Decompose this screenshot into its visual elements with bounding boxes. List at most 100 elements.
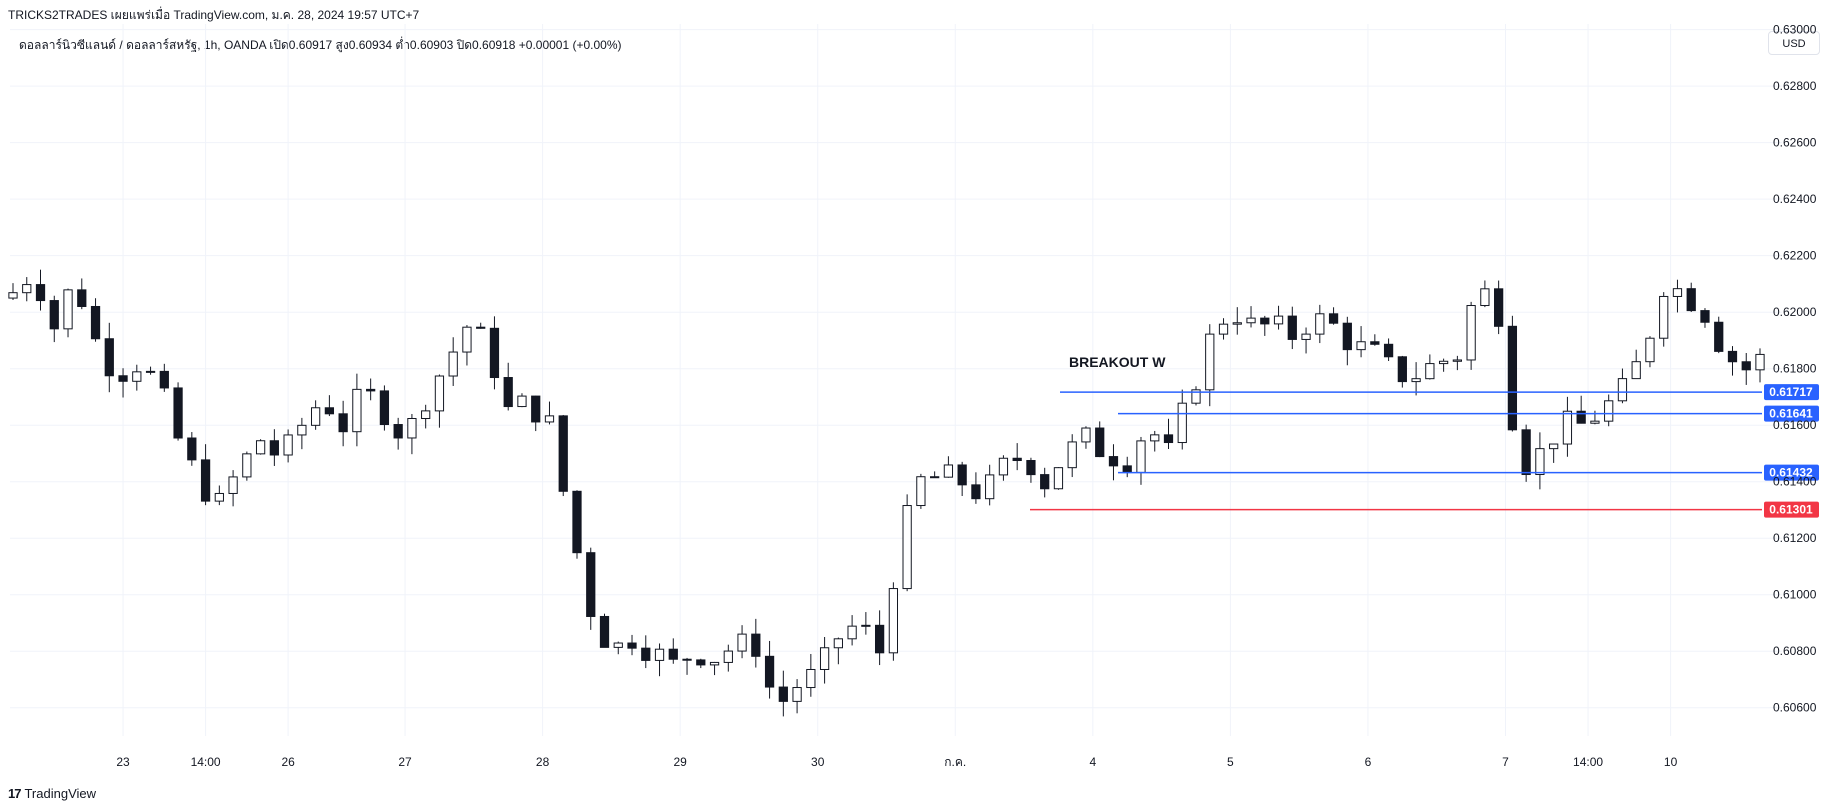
candle-116 — [1604, 394, 1614, 427]
candle-body-94 — [1301, 333, 1311, 340]
candle-body-95 — [1315, 313, 1325, 335]
candle-body-0 — [8, 292, 18, 299]
candle-114 — [1576, 395, 1586, 424]
candle-body-48 — [668, 648, 678, 660]
candle-10 — [145, 366, 156, 375]
candle-body-117 — [1617, 378, 1628, 402]
x-axis[interactable]: 23 14:00 26 27 28 29 30 ก.ค. 4 5 6 7 14:00 10 — [116, 755, 1677, 769]
candle-113 — [1562, 396, 1573, 457]
candle-body-64 — [888, 588, 899, 654]
candle-98 — [1356, 326, 1366, 358]
candle-69 — [957, 461, 967, 496]
tradingview-footer[interactable]: 17 TradingView — [8, 786, 96, 801]
candle-body-100 — [1383, 343, 1394, 358]
x-tick-label-9: 5 — [1227, 755, 1234, 769]
candle-body-49 — [682, 658, 692, 661]
candle-body-30 — [421, 410, 431, 420]
candle-body-19 — [269, 440, 279, 456]
y-tick-label-0.62800: 0.62800 — [1773, 79, 1817, 93]
y-tick-label-0.60600: 0.60600 — [1773, 701, 1817, 715]
candle-body-7 — [104, 338, 114, 377]
candle-body-52 — [723, 650, 733, 663]
candle-body-41 — [572, 490, 582, 554]
candle-body-106 — [1466, 305, 1476, 361]
candle-85 — [1177, 389, 1187, 450]
candle-body-22 — [311, 407, 321, 426]
y-tick-label-0.61600: 0.61600 — [1773, 418, 1817, 432]
candle-127 — [1755, 348, 1765, 383]
candle-body-123 — [1700, 310, 1710, 323]
candle-78 — [1081, 426, 1091, 449]
candle-body-86 — [1191, 389, 1201, 404]
candle-91 — [1260, 315, 1270, 336]
candle-107 — [1480, 280, 1490, 308]
candle-body-120 — [1659, 295, 1669, 339]
candle-body-4 — [63, 289, 73, 330]
candle-body-34 — [476, 326, 486, 329]
candle-body-109 — [1507, 325, 1518, 431]
candle-72 — [998, 455, 1009, 481]
candle-body-103 — [1425, 363, 1435, 380]
candle-body-83 — [1150, 434, 1160, 442]
candle-125 — [1727, 346, 1738, 376]
candle-body-84 — [1163, 434, 1174, 444]
candle-body-29 — [407, 418, 417, 439]
candle-body-126 — [1741, 361, 1751, 371]
candle-7 — [104, 322, 114, 393]
candle-body-87 — [1205, 333, 1215, 391]
candle-31 — [434, 374, 445, 428]
candle-body-60 — [833, 638, 843, 649]
candle-body-121 — [1672, 288, 1683, 297]
candle-104 — [1438, 358, 1449, 372]
candle-body-47 — [654, 648, 665, 661]
candle-36 — [503, 362, 513, 411]
candle-76 — [1053, 467, 1064, 490]
candle-39 — [544, 401, 555, 425]
candle-65 — [902, 494, 912, 592]
candle-94 — [1301, 327, 1311, 354]
candle-body-99 — [1370, 341, 1380, 345]
candle-body-2 — [35, 284, 46, 302]
y-axis[interactable]: 0.60600 0.60800 0.61000 0.61200 0.61400 0.616… — [1773, 23, 1817, 715]
candle-body-21 — [297, 424, 307, 436]
x-tick-label-1: 14:00 — [191, 755, 221, 769]
candle-60 — [833, 637, 843, 665]
currency-button[interactable]: USD — [1768, 31, 1820, 55]
candle-body-66 — [916, 476, 926, 507]
candle-59 — [819, 636, 830, 684]
x-tick-label-2: 26 — [281, 755, 295, 769]
candle-body-62 — [861, 624, 871, 627]
candle-111 — [1535, 432, 1545, 490]
candle-2 — [35, 269, 46, 311]
candle-15 — [214, 485, 224, 506]
candle-81 — [1122, 456, 1132, 478]
candle-97 — [1342, 316, 1352, 366]
candle-14 — [200, 444, 211, 506]
candle-43 — [599, 613, 610, 648]
candle-body-104 — [1438, 360, 1449, 365]
candle-body-61 — [847, 625, 857, 640]
price-badge-label-0.61432: 0.61432 — [1769, 466, 1813, 480]
candle-body-25 — [352, 388, 362, 433]
candle-body-35 — [489, 327, 500, 379]
y-tick-label-0.61400: 0.61400 — [1773, 475, 1817, 489]
candle-body-20 — [283, 434, 293, 456]
candle-93 — [1287, 306, 1297, 350]
candle-92 — [1273, 305, 1284, 330]
candle-22 — [311, 400, 321, 430]
candle-58 — [806, 653, 816, 697]
candle-120 — [1659, 292, 1669, 347]
candle-102 — [1411, 362, 1421, 396]
candle-51 — [709, 661, 720, 676]
candle-body-5 — [77, 289, 87, 307]
x-tick-label-6: 30 — [811, 755, 825, 769]
candle-23 — [324, 395, 335, 417]
x-tick-label-8: 4 — [1089, 755, 1096, 769]
candle-26 — [366, 378, 376, 401]
candle-67 — [930, 471, 940, 479]
candle-48 — [668, 638, 678, 664]
candle-75 — [1040, 467, 1050, 498]
price-badge-0.61641 — [1764, 405, 1819, 422]
candle-61 — [847, 615, 857, 646]
